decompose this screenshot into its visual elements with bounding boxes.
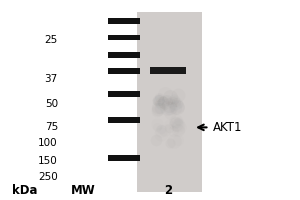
Point xyxy=(168,96,172,99)
Point xyxy=(158,107,163,110)
Point xyxy=(160,101,165,105)
Bar xyxy=(150,67,186,74)
Point xyxy=(167,123,171,126)
Bar xyxy=(108,52,140,58)
Bar xyxy=(108,117,140,123)
Point xyxy=(168,141,172,144)
Point xyxy=(164,106,169,109)
Point xyxy=(172,102,177,105)
Point xyxy=(172,139,177,142)
Point xyxy=(175,124,180,127)
Point xyxy=(170,129,175,132)
Point xyxy=(174,101,178,104)
Point xyxy=(155,122,160,126)
Point xyxy=(176,105,181,108)
Point xyxy=(154,100,158,103)
Point xyxy=(173,120,178,123)
Point xyxy=(175,93,180,97)
Point xyxy=(176,138,180,142)
Point xyxy=(162,129,167,132)
Bar xyxy=(136,12,202,192)
Point xyxy=(177,125,182,129)
Text: AKT1: AKT1 xyxy=(212,121,242,134)
Bar xyxy=(108,68,140,74)
Point xyxy=(176,128,180,131)
Text: 2: 2 xyxy=(164,184,172,197)
Point xyxy=(164,98,169,101)
Point xyxy=(162,101,167,104)
Point xyxy=(172,97,177,101)
Text: 75: 75 xyxy=(45,122,58,132)
Point xyxy=(156,106,161,109)
Point xyxy=(166,126,171,130)
Point xyxy=(154,138,159,142)
Bar xyxy=(108,18,140,24)
Text: kDa: kDa xyxy=(12,184,38,197)
Point xyxy=(161,101,166,104)
Point xyxy=(167,104,171,107)
Point xyxy=(158,100,162,103)
Bar xyxy=(108,35,140,40)
Point xyxy=(168,106,172,109)
Bar xyxy=(108,91,140,97)
Point xyxy=(154,125,159,129)
Point xyxy=(159,130,164,133)
Point xyxy=(172,106,177,109)
Point xyxy=(155,107,160,111)
Text: 50: 50 xyxy=(45,99,58,109)
Point xyxy=(177,102,182,105)
Point xyxy=(159,100,164,104)
Point xyxy=(154,109,159,113)
Text: 25: 25 xyxy=(45,35,58,45)
Text: 37: 37 xyxy=(45,74,58,84)
Text: MW: MW xyxy=(71,184,95,197)
Bar xyxy=(108,155,140,161)
Point xyxy=(174,123,178,126)
Point xyxy=(174,120,179,123)
Point xyxy=(175,120,180,123)
Point xyxy=(155,98,160,101)
Point xyxy=(159,132,164,136)
Text: 250: 250 xyxy=(38,172,58,182)
Point xyxy=(169,102,173,105)
Point xyxy=(168,111,172,114)
Point xyxy=(175,105,179,108)
Text: 100: 100 xyxy=(38,138,58,148)
Point xyxy=(169,101,174,104)
Point xyxy=(157,96,161,99)
Point xyxy=(163,92,167,95)
Text: 150: 150 xyxy=(38,156,58,166)
Point xyxy=(158,127,163,130)
Point xyxy=(157,98,162,101)
